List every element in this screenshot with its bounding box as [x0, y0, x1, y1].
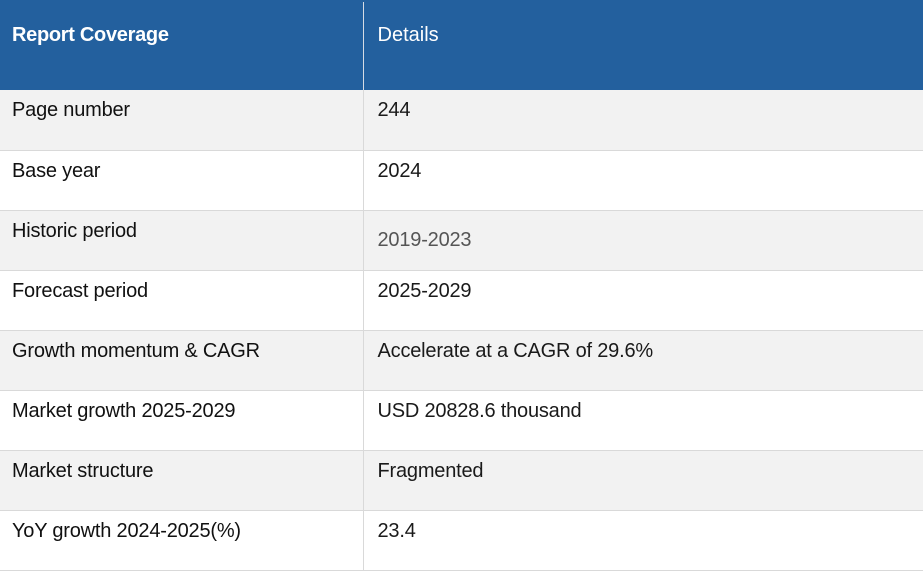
header-row: Report Coverage Details: [0, 0, 923, 90]
row-value: 2024: [363, 150, 923, 211]
row-label: Historic period: [0, 210, 364, 271]
row-label: YoY growth 2024-2025(%): [0, 510, 364, 571]
header-report-coverage: Report Coverage: [0, 0, 364, 90]
table-row: Market growth 2025-2029 USD 20828.6 thou…: [0, 390, 923, 451]
header-details: Details: [363, 0, 923, 90]
row-value: Fragmented: [363, 450, 923, 511]
row-label: Page number: [0, 90, 364, 151]
table-row: YoY growth 2024-2025(%) 23.4: [0, 510, 923, 571]
row-label: Forecast period: [0, 270, 364, 331]
table-row: Page number 244: [0, 90, 923, 151]
table-row: Forecast period 2025-2029: [0, 270, 923, 331]
table-header: Report Coverage Details: [0, 0, 923, 90]
row-value: 2019-2023: [363, 210, 923, 271]
row-value: USD 20828.6 thousand: [363, 390, 923, 451]
row-value: 23.4: [363, 510, 923, 571]
row-label: Growth momentum & CAGR: [0, 330, 364, 391]
table-row: Growth momentum & CAGR Accelerate at a C…: [0, 330, 923, 391]
table-body: Page number 244 Base year 2024 Historic …: [0, 90, 923, 571]
row-label: Base year: [0, 150, 364, 211]
row-value: 2025-2029: [363, 270, 923, 331]
row-label: Market growth 2025-2029: [0, 390, 364, 451]
row-value: Accelerate at a CAGR of 29.6%: [363, 330, 923, 391]
table-row: Market structure Fragmented: [0, 450, 923, 511]
table-row: Historic period 2019-2023: [0, 210, 923, 271]
table-row: Base year 2024: [0, 150, 923, 211]
row-value: 244: [363, 90, 923, 151]
row-label: Market structure: [0, 450, 364, 511]
